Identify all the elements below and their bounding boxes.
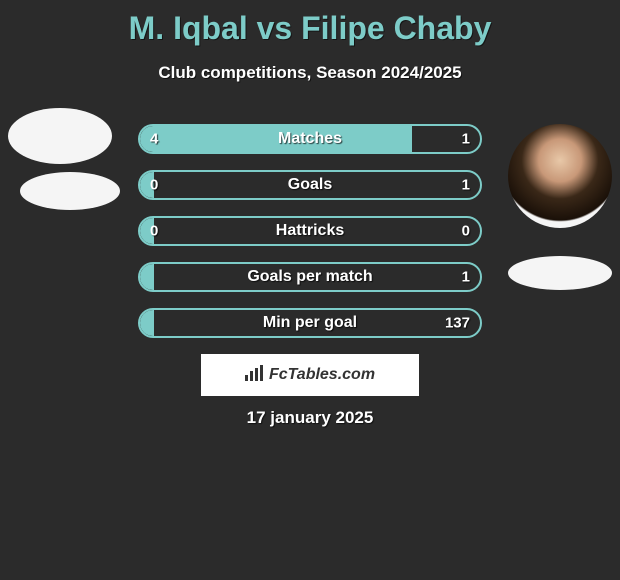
stat-label: Matches [278, 130, 342, 148]
player-left-avatar [8, 108, 112, 164]
snapshot-date: 17 january 2025 [247, 408, 374, 428]
stat-bar-fill [140, 126, 412, 152]
stat-value-left: 4 [150, 131, 158, 148]
stat-value-left: 0 [150, 223, 158, 240]
stat-value-right: 0 [462, 223, 470, 240]
stat-row: 0 Goals 1 [138, 170, 482, 200]
stat-row: Goals per match 1 [138, 262, 482, 292]
stat-value-right: 1 [462, 269, 470, 286]
stat-row: 0 Hattricks 0 [138, 216, 482, 246]
stats-bars: 4 Matches 1 0 Goals 1 0 Hattricks 0 Goal… [138, 124, 482, 354]
branding-text: FcTables.com [269, 366, 375, 384]
club-right-badge [508, 256, 612, 290]
stat-label: Goals per match [247, 268, 372, 286]
comparison-title: M. Iqbal vs Filipe Chaby [0, 0, 620, 47]
stat-bar-fill [140, 310, 154, 336]
stat-row: 4 Matches 1 [138, 124, 482, 154]
branding-bar[interactable]: FcTables.com [201, 354, 419, 396]
stat-label: Min per goal [263, 314, 357, 332]
comparison-subtitle: Club competitions, Season 2024/2025 [0, 63, 620, 83]
chart-icon [245, 365, 265, 386]
stat-value-right: 1 [462, 131, 470, 148]
club-left-badge [20, 172, 120, 210]
stat-label: Goals [288, 176, 332, 194]
stat-label: Hattricks [276, 222, 344, 240]
stat-bar-fill [140, 264, 154, 290]
stat-value-right: 1 [462, 177, 470, 194]
stat-value-left: 0 [150, 177, 158, 194]
stat-value-right: 137 [445, 315, 470, 332]
player-right-avatar [508, 124, 612, 228]
stat-row: Min per goal 137 [138, 308, 482, 338]
